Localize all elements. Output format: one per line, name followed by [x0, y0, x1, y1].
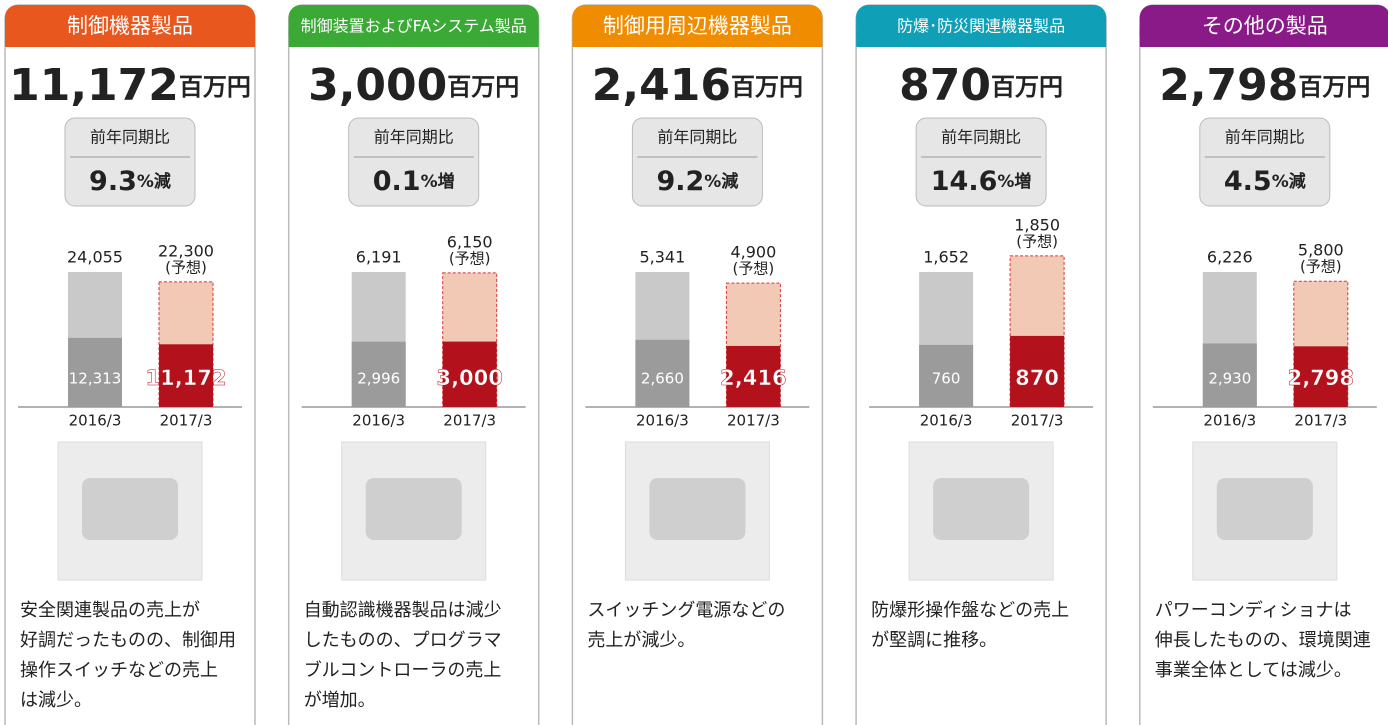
- full-year-label: 6,226: [1207, 248, 1253, 267]
- panel-title: 制御装置およびFAシステム製品: [301, 17, 527, 36]
- period-label: 2016/3: [920, 412, 973, 430]
- full-year-label: 5,341: [639, 248, 685, 267]
- change-value: 14.6: [931, 166, 998, 197]
- change-value: 0.1: [373, 166, 421, 197]
- first-half-label: 12,313: [69, 370, 122, 388]
- change-value: 4.5: [1224, 166, 1272, 197]
- period-label: 2016/3: [636, 412, 689, 430]
- full-year-label: 6,191: [356, 248, 402, 267]
- description-line: スイッチング電源などの: [587, 600, 785, 621]
- forecast-note: (予想): [165, 258, 207, 276]
- description-line: が堅調に推移。: [871, 630, 997, 651]
- description-line: 事業全体としては減少。: [1155, 660, 1352, 681]
- amount-value: 11,172: [9, 60, 179, 111]
- panel-title: 防爆･防災関連機器製品: [897, 17, 1065, 36]
- full-year-label: 1,652: [923, 248, 969, 267]
- description-line: 防爆形操作盤などの売上: [871, 600, 1069, 621]
- period-label: 2016/3: [1203, 412, 1256, 430]
- description-line: は減少。: [20, 690, 92, 711]
- panel-title: 制御用周辺機器製品: [603, 14, 792, 38]
- change-unit: %増: [421, 171, 455, 192]
- forecast-note: (予想): [449, 249, 491, 267]
- period-label: 2017/3: [1011, 412, 1064, 430]
- amount-unit: 百万円: [179, 73, 251, 101]
- period-label: 2017/3: [443, 412, 496, 430]
- first-half-label: 11,172: [145, 366, 226, 390]
- period-label: 2017/3: [1294, 412, 1347, 430]
- full-year-label: 24,055: [67, 248, 123, 267]
- first-half-label: 2,930: [1208, 370, 1251, 388]
- description-line: 操作スイッチなどの売上: [20, 660, 218, 681]
- infographic: 制御機器製品11,172百万円前年同期比9.3%減24,05512,313201…: [0, 0, 1388, 725]
- first-half-label: 760: [932, 370, 961, 388]
- amount-value: 870: [899, 60, 991, 111]
- first-half-label: 3,000: [436, 366, 502, 390]
- period-label: 2017/3: [160, 412, 213, 430]
- first-half-label: 2,660: [641, 370, 684, 388]
- change-value: 9.2: [656, 166, 704, 197]
- first-half-label: 2,798: [1288, 366, 1354, 390]
- first-half-label: 870: [1015, 366, 1059, 390]
- page: 制御機器製品11,172百万円前年同期比9.3%減24,05512,313201…: [0, 0, 1388, 725]
- first-half-label: 2,416: [720, 366, 786, 390]
- amount-unit: 百万円: [731, 73, 803, 101]
- description-line: が増加。: [304, 690, 376, 711]
- change-unit: %減: [1272, 171, 1306, 192]
- product-image-detail: [82, 478, 178, 540]
- change-unit: %減: [704, 171, 738, 192]
- amount-unit: 百万円: [447, 73, 519, 101]
- amount-value: 2,416: [592, 60, 731, 111]
- description-line: したものの、プログラマ: [304, 630, 502, 651]
- description-line: ブルコントローラの売上: [304, 659, 502, 681]
- change-unit: %増: [997, 171, 1031, 192]
- yoy-label: 前年同期比: [657, 128, 737, 147]
- forecast-note: (予想): [1300, 258, 1342, 276]
- description-line: 伸長したものの、環境関連: [1155, 630, 1371, 651]
- amount-value: 2,798: [1159, 60, 1298, 111]
- panel-title: その他の製品: [1202, 14, 1328, 38]
- description-line: パワーコンディショナは: [1155, 600, 1352, 621]
- yoy-label: 前年同期比: [1225, 128, 1305, 147]
- description-line: 安全関連製品の売上が: [20, 600, 200, 621]
- description-line: 売上が減少。: [587, 630, 695, 651]
- product-image-detail: [649, 478, 745, 540]
- description-line: 好調だったものの、制御用: [20, 630, 236, 651]
- forecast-note: (予想): [1016, 232, 1058, 250]
- period-label: 2016/3: [69, 412, 122, 430]
- amount-unit: 百万円: [991, 73, 1063, 101]
- yoy-label: 前年同期比: [374, 128, 454, 147]
- period-label: 2016/3: [352, 412, 405, 430]
- amount-unit: 百万円: [1298, 73, 1370, 101]
- period-label: 2017/3: [727, 412, 780, 430]
- yoy-label: 前年同期比: [90, 128, 170, 147]
- yoy-label: 前年同期比: [941, 128, 1021, 147]
- description-line: 自動認識機器製品は減少: [304, 600, 502, 621]
- amount-value: 3,000: [308, 60, 447, 111]
- product-image-detail: [933, 478, 1029, 540]
- forecast-note: (予想): [733, 260, 775, 278]
- product-image-detail: [1217, 478, 1313, 540]
- panel-title: 制御機器製品: [67, 14, 193, 38]
- first-half-label: 2,996: [357, 370, 400, 388]
- product-image-detail: [366, 478, 462, 540]
- change-value: 9.3: [89, 166, 137, 197]
- change-unit: %減: [137, 171, 171, 192]
